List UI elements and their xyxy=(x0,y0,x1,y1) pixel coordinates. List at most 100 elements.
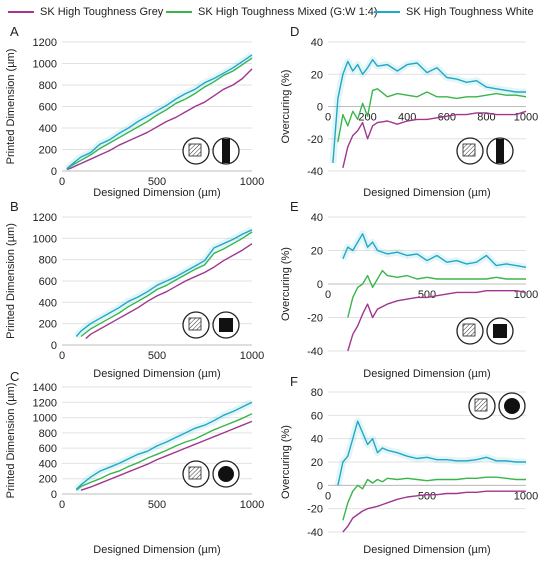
ytick-label-a-200: 200 xyxy=(39,145,57,157)
series-line-f-grey xyxy=(342,490,526,533)
ytick-label-d-0: 0 xyxy=(317,102,323,114)
legend-label-white: SK High Toughness White xyxy=(406,6,534,18)
series-line-b-white xyxy=(75,229,253,337)
ytick-label-c-800: 800 xyxy=(39,428,57,440)
series-line-d-white xyxy=(332,59,526,163)
x-axis-title-d: Designed Dimension (µm) xyxy=(363,187,490,199)
ytick-label-b-0: 0 xyxy=(51,340,57,352)
square-feature-icon-e xyxy=(493,324,507,338)
ytick-label-a-800: 800 xyxy=(39,80,57,92)
ytick-label-c-1200: 1200 xyxy=(33,397,57,409)
xtick-label-a-1000: 1000 xyxy=(240,176,264,188)
ytick-label-a-1000: 1000 xyxy=(33,59,57,71)
series-line-b-grey xyxy=(85,243,253,340)
ytick-label-b-400: 400 xyxy=(39,297,57,309)
ytick-label-e--40: -40 xyxy=(307,346,323,358)
xtick-label-e-500: 500 xyxy=(418,289,436,301)
xtick-label-f-1000: 1000 xyxy=(514,490,538,502)
chart-legend: SK High Toughness Grey SK High Toughness… xyxy=(0,0,550,26)
ytick-label-c-1400: 1400 xyxy=(33,382,57,394)
xtick-label-b-500: 500 xyxy=(148,350,166,362)
series-line-c-mixed xyxy=(75,413,253,491)
xtick-label-a-500: 500 xyxy=(148,176,166,188)
ytick-label-e--20: -20 xyxy=(307,313,323,325)
y-axis-title-e: Overcuring (%) xyxy=(280,247,292,321)
ytick-label-d--40: -40 xyxy=(307,166,323,178)
xtick-label-b-0: 0 xyxy=(59,350,65,362)
series-line-c-white xyxy=(75,401,253,490)
hatched-square-icon-c xyxy=(188,466,202,480)
legend-label-mixed: SK High Toughness Mixed (G:W 1:4) xyxy=(198,6,378,18)
panel-label-d: D xyxy=(290,24,299,39)
ytick-label-c-0: 0 xyxy=(51,489,57,501)
ytick-label-c-200: 200 xyxy=(39,474,57,486)
ytick-label-c-1000: 1000 xyxy=(33,413,57,425)
series-line-c-grey xyxy=(80,420,253,491)
ytick-label-f-40: 40 xyxy=(311,434,323,446)
xtick-label-e-0: 0 xyxy=(325,289,331,301)
ytick-label-a-400: 400 xyxy=(39,123,57,135)
ytick-label-e-0: 0 xyxy=(317,279,323,291)
ytick-label-e-20: 20 xyxy=(311,246,323,258)
xtick-label-b-1000: 1000 xyxy=(240,350,264,362)
x-axis-title-e: Designed Dimension (µm) xyxy=(363,368,490,380)
bar-feature-icon-a xyxy=(222,139,230,163)
y-axis-title-b: Printed Dimension (µm) xyxy=(5,223,17,339)
x-axis-title-f: Designed Dimension (µm) xyxy=(363,544,490,556)
x-axis-title-c: Designed Dimension (µm) xyxy=(93,544,220,556)
xtick-label-d-0: 0 xyxy=(325,112,331,124)
series-band-f-white xyxy=(334,417,526,487)
ytick-label-a-1200: 1200 xyxy=(33,37,57,49)
xtick-label-c-0: 0 xyxy=(59,499,65,511)
y-axis-title-c: Printed Dimension (µm) xyxy=(5,383,17,499)
ytick-label-c-600: 600 xyxy=(39,443,57,455)
circle-feature-icon-f xyxy=(504,398,520,414)
xtick-label-d-1000: 1000 xyxy=(514,112,538,124)
series-line-f-mixed xyxy=(342,476,526,521)
xtick-label-d-600: 600 xyxy=(438,112,456,124)
series-line-a-grey xyxy=(66,68,253,171)
y-axis-title-a: Printed Dimension (µm) xyxy=(5,49,17,165)
ytick-label-b-800: 800 xyxy=(39,255,57,267)
ytick-label-b-1000: 1000 xyxy=(33,233,57,245)
y-axis-title-d: Overcuring (%) xyxy=(280,70,292,144)
legend-item-mixed: SK High Toughness Mixed (G:W 1:4) xyxy=(166,4,378,20)
series-line-e-mixed xyxy=(347,269,526,318)
ytick-label-d--20: -20 xyxy=(307,134,323,146)
ytick-label-a-0: 0 xyxy=(51,166,57,178)
circle-feature-icon-c xyxy=(218,466,234,482)
y-axis-title-f: Overcuring (%) xyxy=(280,425,292,499)
xtick-label-c-500: 500 xyxy=(148,499,166,511)
legend-swatch-mixed xyxy=(166,11,192,13)
bar-feature-icon-d xyxy=(496,139,504,163)
xtick-label-d-800: 800 xyxy=(477,112,495,124)
x-axis-title-a: Designed Dimension (µm) xyxy=(93,187,220,199)
ytick-label-f-80: 80 xyxy=(311,387,323,399)
ytick-label-b-1200: 1200 xyxy=(33,212,57,224)
hatched-square-icon-e xyxy=(462,323,476,337)
panel-label-a: A xyxy=(10,24,19,39)
hatched-square-icon-b xyxy=(188,317,202,331)
ytick-label-d-20: 20 xyxy=(311,69,323,81)
series-line-e-grey xyxy=(347,290,527,352)
x-axis-title-b: Designed Dimension (µm) xyxy=(93,368,220,380)
ytick-label-f-60: 60 xyxy=(311,410,323,422)
hatched-square-icon-f xyxy=(474,398,488,412)
ytick-label-d-40: 40 xyxy=(311,37,323,49)
ytick-label-f--40: -40 xyxy=(307,527,323,539)
legend-item-white: SK High Toughness White xyxy=(374,4,534,20)
xtick-label-d-200: 200 xyxy=(358,112,376,124)
xtick-label-f-500: 500 xyxy=(418,490,436,502)
legend-swatch-white xyxy=(374,11,400,13)
square-feature-icon-b xyxy=(219,318,233,332)
legend-swatch-grey xyxy=(8,11,34,13)
ytick-label-e-40: 40 xyxy=(311,212,323,224)
panel-label-e: E xyxy=(290,199,299,214)
ytick-label-f-0: 0 xyxy=(317,480,323,492)
ytick-label-f-20: 20 xyxy=(311,457,323,469)
xtick-label-a-0: 0 xyxy=(59,176,65,188)
hatched-square-icon-d xyxy=(462,143,476,157)
series-line-d-mixed xyxy=(337,88,527,143)
series-line-f-white xyxy=(337,420,526,486)
